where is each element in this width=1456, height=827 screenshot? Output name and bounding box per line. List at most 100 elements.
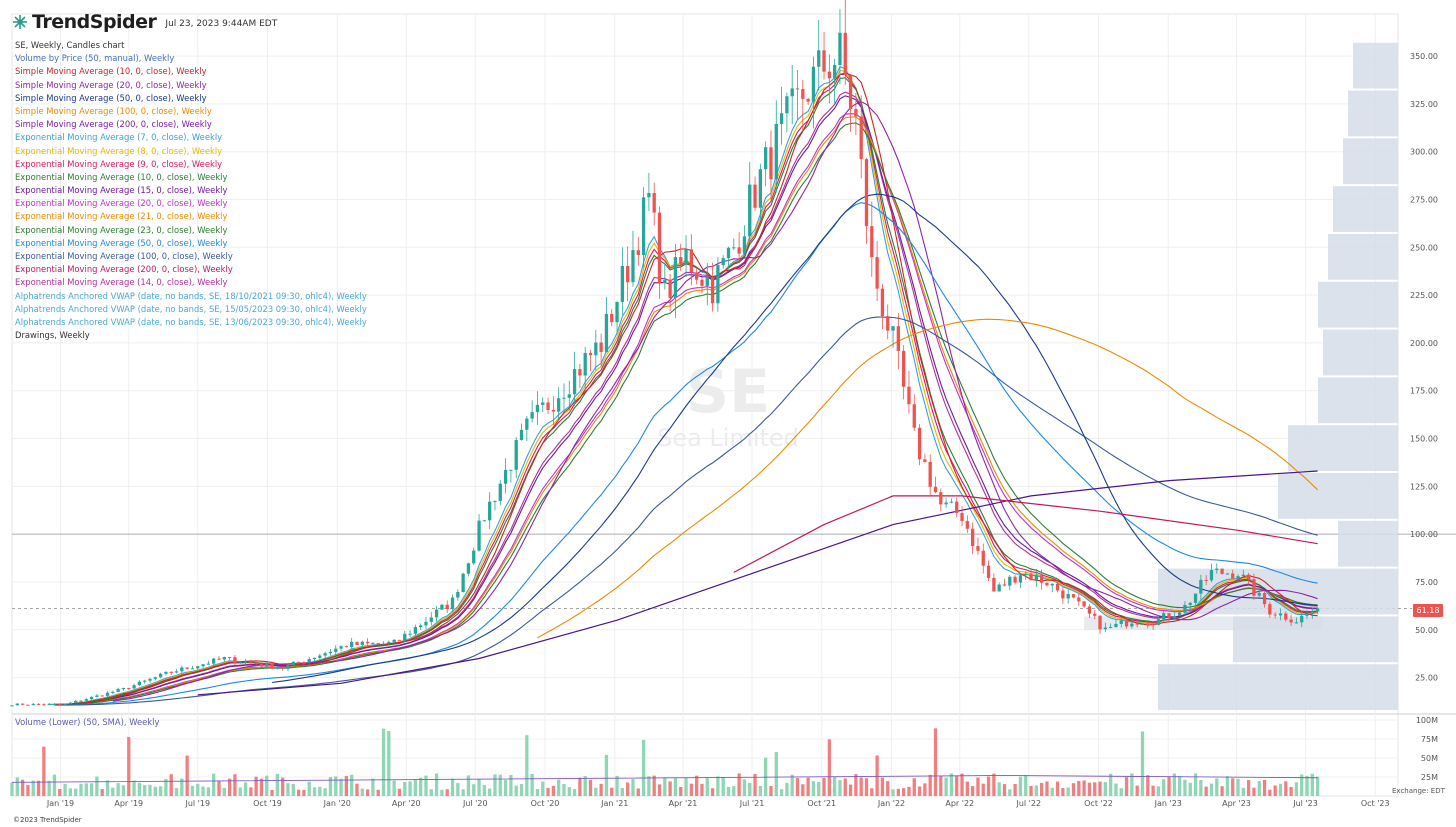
candle-body — [795, 88, 800, 90]
candle-body — [997, 584, 1001, 592]
volume-tick-label: 100M — [1416, 716, 1438, 725]
volume-bar — [169, 774, 173, 796]
volume-bar — [47, 780, 51, 796]
candle-body — [1018, 575, 1023, 583]
candle-body — [1215, 568, 1219, 571]
legend-item[interactable]: Exponential Moving Average (21, 0, close… — [15, 211, 228, 222]
legend-item[interactable]: Simple Moving Average (10, 0, close), We… — [15, 66, 207, 77]
legend-item[interactable]: Exponential Moving Average (23, 0, close… — [15, 224, 228, 235]
candle-body — [779, 113, 784, 124]
x-tick-label: Oct '19 — [253, 799, 282, 808]
candle-body — [334, 648, 338, 652]
legend-item[interactable]: Alphatrends Anchored VWAP (date, no band… — [15, 303, 367, 314]
volume-bar — [949, 773, 954, 796]
candle-body — [397, 639, 402, 641]
candle-body — [1177, 612, 1182, 616]
legend-item[interactable]: Simple Moving Average (200, 0, close), W… — [15, 119, 212, 130]
axes: Jan '19 Apr '19 Jul '19 Oct '19 Jan '20 Apr '… — [46, 52, 1438, 808]
volume-bar — [620, 788, 625, 796]
header: TrendSpider Jul 23, 2023 9:44AM EDT — [12, 8, 277, 36]
x-tick-label: Apr '22 — [945, 799, 974, 808]
candle-body — [838, 32, 842, 65]
volume-bar — [1278, 783, 1283, 796]
volume-bar — [259, 778, 264, 796]
volume-bar — [174, 788, 179, 796]
candle-body — [599, 342, 603, 352]
volume-by-price-bar — [1278, 473, 1398, 519]
volume-bar — [928, 774, 932, 796]
volume-bar — [42, 746, 46, 796]
candle-body — [891, 326, 895, 331]
x-tick-label: Oct '21 — [807, 799, 836, 808]
legend-item[interactable]: Simple Moving Average (20, 0, close), We… — [15, 79, 207, 90]
legend-item[interactable]: Exponential Moving Average (10, 0, close… — [15, 171, 228, 182]
legend-item[interactable]: Volume by Price (50, manual), Weekly — [15, 53, 175, 64]
candle-body — [1257, 593, 1261, 596]
volume-bar — [180, 778, 184, 796]
moving-average-line — [59, 72, 1318, 705]
legend-item[interactable]: Simple Moving Average (100, 0, close), W… — [15, 105, 212, 116]
legend-item[interactable]: Exponential Moving Average (7, 0, close)… — [15, 132, 223, 143]
y-tick-label: 250.00 — [1410, 243, 1438, 252]
indicator-legend: SE, Weekly, Candles chart Volume by Price… — [15, 39, 367, 342]
candle-body — [1183, 604, 1187, 613]
volume-bar — [960, 773, 964, 796]
candle-body — [1008, 576, 1012, 586]
volume-bar — [519, 784, 524, 796]
legend-item[interactable]: Exponential Moving Average (50, 0, close… — [15, 237, 228, 248]
legend-item[interactable]: Simple Moving Average (50, 0, close), We… — [15, 92, 207, 103]
legend-item[interactable]: Exponential Moving Average (15, 0, close… — [15, 185, 228, 196]
volume-bar — [1034, 785, 1038, 796]
candle-body — [1103, 627, 1107, 630]
watermark-ticker: SE — [686, 357, 770, 427]
legend-item[interactable]: Exponential Moving Average (100, 0, clos… — [15, 251, 233, 261]
volume-bar — [148, 784, 152, 796]
volume-by-price-bar — [1323, 329, 1398, 376]
legend-item[interactable]: Exponential Moving Average (14, 0, close… — [15, 277, 228, 288]
legend-item[interactable]: Exponential Moving Average (9, 0, close)… — [15, 158, 223, 169]
candle-body — [281, 667, 285, 669]
volume-bar — [1124, 777, 1129, 796]
candle-body — [880, 288, 885, 317]
legend-item[interactable]: SE, Weekly, Candles chart — [15, 40, 125, 50]
volume-bar — [546, 787, 550, 796]
volume-bar — [530, 773, 534, 796]
volume-bar — [339, 778, 343, 796]
volume-bar — [217, 781, 221, 796]
candle-body — [461, 573, 465, 593]
candle-body — [572, 369, 577, 395]
candle-body — [1119, 620, 1123, 624]
legend-item[interactable]: Exponential Moving Average (200, 0, clos… — [15, 264, 233, 275]
volume-bar — [971, 786, 975, 796]
candle-body — [864, 159, 869, 227]
candle-body — [1236, 576, 1240, 579]
legend-item[interactable]: Exponential Moving Average (20, 0, close… — [15, 198, 228, 209]
candle-body — [917, 427, 922, 460]
volume-bar — [1093, 782, 1097, 796]
candle-body — [1039, 575, 1044, 583]
candle-body — [302, 662, 306, 664]
volume-bar — [1050, 787, 1054, 796]
volume-bar — [806, 777, 810, 796]
legend-item[interactable]: Alphatrends Anchored VWAP (date, no band… — [15, 316, 367, 327]
candle-body — [132, 685, 136, 689]
x-tick-label: Jul '22 — [1015, 799, 1041, 808]
volume-bar — [488, 788, 492, 796]
volume-by-price — [1158, 42, 1398, 711]
volume-bar — [748, 782, 752, 796]
volume-bar — [679, 786, 683, 796]
volume-bar — [896, 788, 900, 796]
candle-body — [233, 657, 237, 663]
candle-body — [424, 621, 428, 626]
legend-item[interactable]: Exponential Moving Average (8, 0, close)… — [15, 145, 223, 156]
volume-bar — [790, 774, 794, 796]
legend-item[interactable]: Alphatrends Anchored VWAP (date, no band… — [15, 290, 367, 301]
candle-body — [1204, 579, 1208, 581]
candle-body — [440, 604, 444, 610]
volume-bar — [84, 783, 88, 796]
candle-body — [26, 704, 30, 706]
legend-item[interactable]: Drawings, Weekly — [15, 330, 90, 341]
volume-bar — [1310, 773, 1314, 796]
candle-body — [58, 703, 62, 705]
